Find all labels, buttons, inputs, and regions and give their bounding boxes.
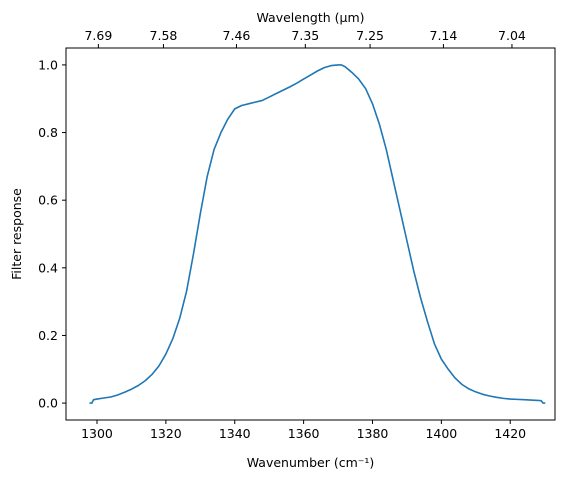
top-tick-label: 7.14 bbox=[430, 28, 458, 43]
top-tick-label: 7.69 bbox=[84, 28, 112, 43]
x-tick-label: 1300 bbox=[81, 426, 113, 441]
x-tick-label: 1320 bbox=[150, 426, 182, 441]
top-tick-label: 7.35 bbox=[291, 28, 319, 43]
y-tick-label: 1.0 bbox=[38, 57, 58, 72]
top-tick-label: 7.04 bbox=[498, 28, 526, 43]
y-tick-label: 0.0 bbox=[38, 396, 58, 411]
y-tick-label: 0.4 bbox=[38, 260, 58, 275]
top-tick-label: 7.46 bbox=[223, 28, 251, 43]
x-tick-label: 1420 bbox=[494, 426, 526, 441]
y-tick-label: 0.8 bbox=[38, 125, 58, 140]
x-tick-label: 1360 bbox=[288, 426, 320, 441]
x-tick-label: 1400 bbox=[425, 426, 457, 441]
top-tick-label: 7.25 bbox=[356, 28, 384, 43]
x-tick-label: 1340 bbox=[219, 426, 251, 441]
y-tick-label: 0.2 bbox=[38, 328, 58, 343]
y-axis-label: Filter response bbox=[9, 188, 24, 280]
y-tick-label: 0.6 bbox=[38, 193, 58, 208]
top-axis-label: Wavelength (μm) bbox=[256, 10, 364, 25]
x-axis-label: Wavenumber (cm⁻¹) bbox=[247, 455, 374, 470]
series-line-0 bbox=[89, 64, 546, 404]
plot-area: 1300 1320 1340 1360 1380 1400 1420 0.0 0.2 0.4 0.6… bbox=[38, 28, 556, 441]
x-tick-label: 1380 bbox=[357, 426, 389, 441]
top-tick-label: 7.58 bbox=[150, 28, 178, 43]
plot-frame bbox=[65, 47, 556, 421]
